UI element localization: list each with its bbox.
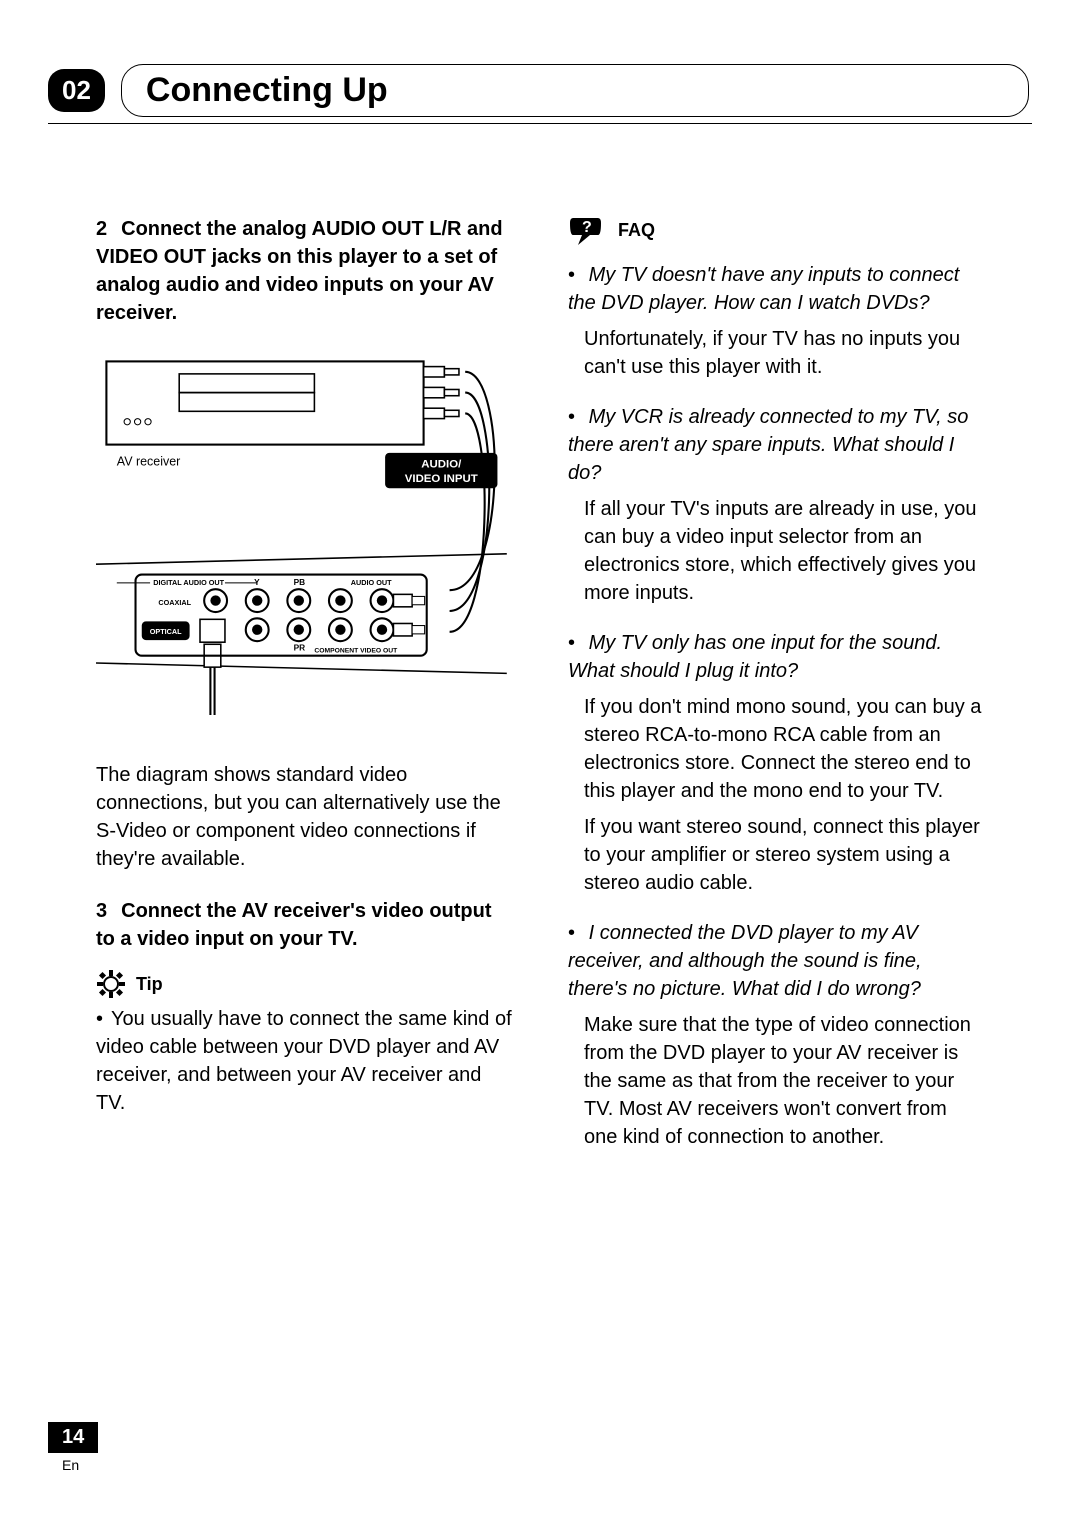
right-column: ? FAQ My TV doesn't have any inputs to c… [568,215,984,1173]
faq-question: My TV doesn't have any inputs to connect… [568,264,959,314]
digital-audio-out-label: DIGITAL AUDIO OUT [153,578,224,587]
tip-heading: Tip [96,969,512,999]
pr-label: PR [294,643,306,653]
component-video-out-label: COMPONENT VIDEO OUT [314,648,398,655]
page-footer: 14 En [48,1422,98,1473]
faq-label: FAQ [618,218,655,243]
tip-label: Tip [136,972,163,997]
audio-input-label: AUDIO/ [421,458,462,470]
faq-answer-2: If you want stereo sound, connect this p… [584,813,984,897]
page-header: 02 Connecting Up [48,64,1032,124]
content-area: 2Connect the analog AUDIO OUT L/R and VI… [96,215,984,1173]
tip-item: You usually have to connect the same kin… [96,1005,512,1117]
faq-answer: Unfortunately, if your TV has no inputs … [584,325,984,381]
faq-item: I connected the DVD player to my AV rece… [568,919,984,1151]
svg-text:?: ? [582,219,592,236]
language-label: En [62,1457,98,1473]
coaxial-label: COAXIAL [158,598,191,607]
faq-heading: ? FAQ [568,215,984,247]
tip-text: You usually have to connect the same kin… [96,1008,512,1114]
connection-diagram: AV receiver AUDIO/ VIDEO INPUT [96,351,512,733]
diagram-svg: AV receiver AUDIO/ VIDEO INPUT [96,351,512,725]
step-2-text: Connect the analog AUDIO OUT L/R and VID… [96,218,503,324]
tip-list: You usually have to connect the same kin… [96,1005,512,1117]
step-3-heading: 3Connect the AV receiver's video output … [96,897,512,953]
faq-answer: If all your TV's inputs are already in u… [584,495,984,607]
faq-item: My VCR is already connected to my TV, so… [568,403,984,607]
left-column: 2Connect the analog AUDIO OUT L/R and VI… [96,215,512,1173]
av-receiver-label: AV receiver [117,454,181,468]
chapter-number-badge: 02 [48,69,105,112]
question-icon: ? [568,215,608,247]
faq-question: My TV only has one input for the sound. … [568,632,942,682]
diagram-caption: The diagram shows standard video connect… [96,761,512,873]
pb-label: PB [294,577,306,587]
faq-item: My TV only has one input for the sound. … [568,629,984,897]
y-label: Y [254,577,260,587]
faq-answer: If you don't mind mono sound, you can bu… [584,693,984,805]
faq-question: My VCR is already connected to my TV, so… [568,406,968,484]
audio-out-label: AUDIO OUT [351,578,392,587]
chapter-title: Connecting Up [121,64,1029,117]
optical-label: OPTICAL [150,627,182,636]
faq-question: I connected the DVD player to my AV rece… [568,922,922,1000]
faq-answer: Make sure that the type of video connect… [584,1011,984,1151]
faq-list: My TV doesn't have any inputs to connect… [568,261,984,1151]
step-3-text: Connect the AV receiver's video output t… [96,900,492,950]
faq-item: My TV doesn't have any inputs to connect… [568,261,984,381]
step-3-number: 3 [96,900,107,922]
page-number: 14 [48,1422,98,1453]
video-input-label: VIDEO INPUT [405,473,478,485]
gear-icon [96,969,126,999]
step-2-number: 2 [96,218,107,240]
step-2-heading: 2Connect the analog AUDIO OUT L/R and VI… [96,215,512,327]
